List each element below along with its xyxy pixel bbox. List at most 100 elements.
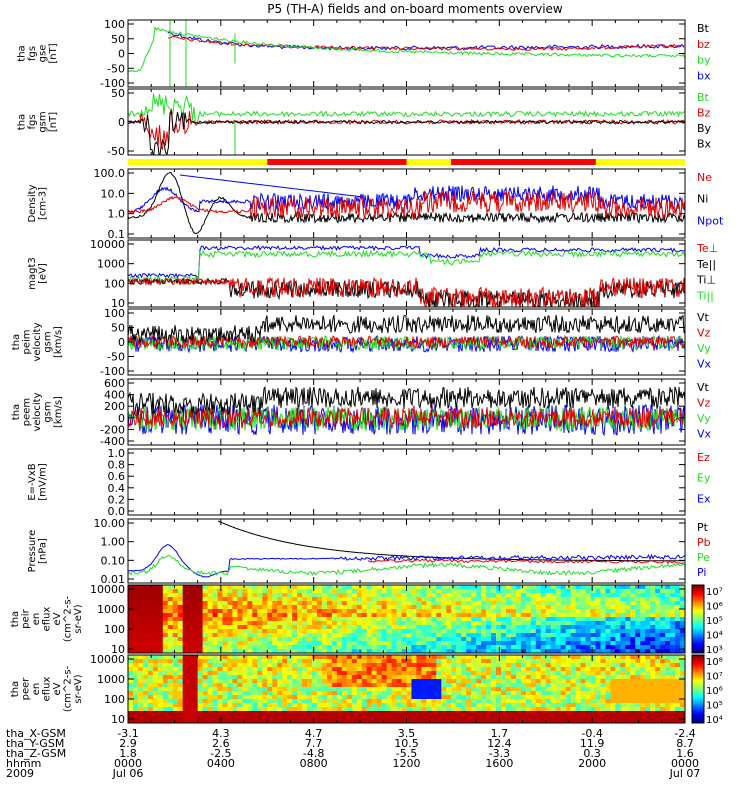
heatmap-cell bbox=[600, 707, 606, 712]
heatmap-cell bbox=[356, 633, 363, 638]
heatmap-cell bbox=[366, 699, 373, 704]
heatmap-cell bbox=[128, 589, 134, 594]
heatmap-cell bbox=[302, 597, 308, 602]
colorbar-cell bbox=[692, 702, 704, 705]
heatmap-cell bbox=[167, 703, 174, 708]
heatmap-cell bbox=[182, 617, 189, 622]
heatmap-cell bbox=[655, 683, 661, 688]
heatmap-cell bbox=[481, 667, 487, 672]
heatmap-cell bbox=[396, 675, 402, 680]
heatmap-cell bbox=[600, 683, 606, 688]
heatmap-cell bbox=[292, 645, 298, 650]
heatmap-cell bbox=[172, 715, 179, 720]
heatmap-cell bbox=[500, 683, 507, 688]
heatmap-cell bbox=[416, 707, 422, 712]
heatmap-cell bbox=[406, 641, 412, 646]
trace-Vz bbox=[128, 334, 685, 350]
heatmap-cell bbox=[625, 621, 631, 626]
y-axis-label: velocity bbox=[32, 392, 43, 431]
heatmap-cell bbox=[510, 699, 517, 704]
heatmap-cell bbox=[227, 711, 233, 716]
heatmap-cell bbox=[152, 687, 159, 692]
colorbar-tick-label: 10⁴ bbox=[706, 715, 723, 726]
heatmap-cell bbox=[650, 593, 656, 598]
colorbar-frame bbox=[691, 584, 705, 654]
heatmap-cell bbox=[137, 645, 144, 650]
heatmap-cell bbox=[401, 601, 407, 606]
heatmap-cell bbox=[456, 699, 462, 704]
heatmap-cell bbox=[401, 663, 407, 668]
heatmap-cell bbox=[132, 659, 139, 664]
heatmap-cell bbox=[560, 691, 567, 696]
heatmap-cell bbox=[560, 613, 567, 618]
heatmap-cell bbox=[550, 589, 557, 594]
heatmap-cell bbox=[282, 703, 288, 708]
heatmap-cell bbox=[137, 625, 144, 630]
heatmap-cell bbox=[336, 671, 343, 676]
heatmap-cell bbox=[406, 601, 412, 606]
heatmap-cell bbox=[456, 589, 462, 594]
heatmap-cell bbox=[336, 707, 343, 712]
heatmap-cell bbox=[466, 683, 472, 688]
heatmap-cell bbox=[302, 589, 308, 594]
heatmap-cell bbox=[436, 703, 442, 708]
heatmap-cell bbox=[456, 695, 462, 700]
heatmap-cell bbox=[525, 609, 532, 614]
heatmap-cell bbox=[466, 649, 472, 653]
heatmap-cell bbox=[635, 667, 641, 672]
heatmap-cell bbox=[242, 601, 248, 606]
heatmap-cell bbox=[172, 675, 179, 680]
heatmap-cell bbox=[451, 605, 457, 610]
heatmap-cell bbox=[416, 675, 422, 680]
heatmap-cell bbox=[346, 621, 353, 626]
heatmap-cell bbox=[620, 645, 626, 650]
heatmap-cell bbox=[197, 629, 203, 634]
heatmap-cell bbox=[326, 649, 333, 653]
heatmap-cell bbox=[132, 625, 139, 630]
heatmap-cell bbox=[177, 601, 184, 606]
heatmap-cell bbox=[272, 593, 278, 598]
heatmap-cell bbox=[247, 605, 253, 610]
heatmap-cell bbox=[137, 597, 144, 602]
heatmap-cell bbox=[585, 633, 591, 638]
heatmap-cell bbox=[232, 679, 238, 684]
heatmap-cell bbox=[142, 609, 149, 614]
heatmap-cell bbox=[555, 633, 562, 638]
heatmap-cell bbox=[152, 605, 159, 610]
colorbar-cell bbox=[692, 721, 704, 724]
heatmap-cell bbox=[446, 667, 452, 672]
heatmap-cell bbox=[167, 629, 174, 634]
heatmap-cell bbox=[212, 659, 218, 664]
heatmap-cell bbox=[451, 601, 457, 606]
heatmap-cell bbox=[466, 695, 472, 700]
heatmap-cell bbox=[675, 659, 681, 664]
colorbar-cell bbox=[692, 677, 704, 680]
heatmap-cell bbox=[660, 597, 666, 602]
heatmap-cell bbox=[292, 609, 298, 614]
heatmap-cell bbox=[197, 719, 203, 723]
heatmap-cell bbox=[645, 613, 651, 618]
heatmap-cell bbox=[202, 671, 208, 676]
heatmap-cell bbox=[401, 699, 407, 704]
heatmap-cell bbox=[660, 621, 666, 626]
heatmap-cell bbox=[416, 605, 422, 610]
heatmap-cell bbox=[620, 703, 626, 708]
heatmap-cell bbox=[436, 699, 442, 704]
heatmap-cell bbox=[197, 605, 203, 610]
heatmap-cell bbox=[645, 621, 651, 626]
heatmap-cell bbox=[515, 659, 522, 664]
heatmap-cell bbox=[312, 683, 318, 688]
heatmap-cell bbox=[471, 683, 477, 688]
heatmap-cell bbox=[172, 621, 179, 626]
heatmap-cell bbox=[680, 585, 685, 590]
heatmap-cell bbox=[242, 589, 248, 594]
heatmap-cell bbox=[595, 711, 601, 716]
heatmap-cell bbox=[431, 633, 437, 638]
heatmap-cell bbox=[481, 645, 487, 650]
heatmap-cell bbox=[242, 691, 248, 696]
heatmap-cell bbox=[441, 621, 447, 626]
heatmap-cell bbox=[650, 625, 656, 630]
y-tick-label: 1000 bbox=[97, 673, 125, 686]
heatmap-cell bbox=[481, 641, 487, 646]
heatmap-cell bbox=[640, 613, 646, 618]
